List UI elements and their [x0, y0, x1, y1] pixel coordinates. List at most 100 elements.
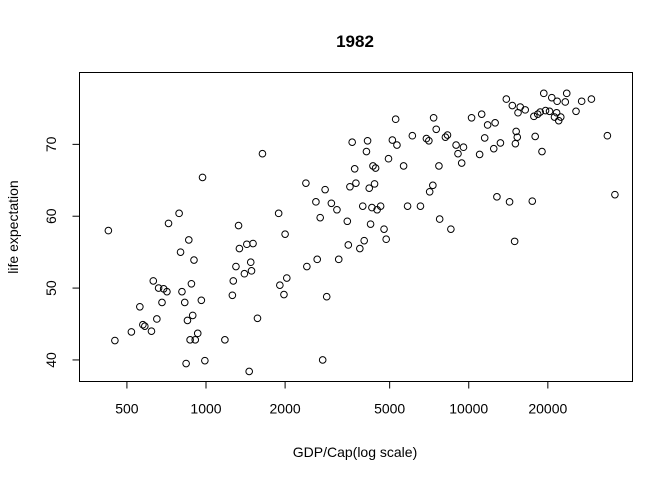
data-point: [493, 193, 501, 201]
y-tick-label: 70: [43, 136, 59, 152]
data-point: [188, 311, 197, 320]
data-point: [276, 281, 284, 290]
data-point: [247, 267, 256, 275]
data-point: [201, 356, 209, 365]
data-point: [447, 225, 455, 233]
data-point: [280, 290, 288, 299]
data-point: [393, 141, 401, 149]
y-axis: 40 50 60 70: [43, 136, 80, 368]
data-point: [362, 147, 371, 156]
data-point: [435, 162, 443, 170]
data-point: [158, 298, 166, 307]
data-point: [246, 258, 255, 267]
data-point: [312, 198, 320, 206]
data-point: [561, 98, 570, 106]
data-point: [178, 287, 186, 296]
data-point: [545, 107, 554, 116]
data-point: [516, 103, 525, 111]
data-point: [318, 356, 327, 364]
data-point: [505, 198, 514, 206]
data-point: [502, 95, 511, 103]
data-point: [183, 316, 192, 325]
data-point: [429, 181, 437, 190]
data-point: [521, 106, 529, 114]
data-point: [149, 277, 158, 285]
data-point: [382, 235, 390, 244]
x-axis-label: GDP/Cap(log scale): [293, 444, 418, 460]
data-point: [356, 244, 364, 253]
data-point: [443, 131, 452, 139]
data-point: [316, 213, 324, 222]
data-point: [249, 239, 257, 248]
data-point: [432, 125, 441, 134]
data-point: [136, 302, 144, 311]
y-tick-label: 50: [43, 280, 59, 296]
data-point: [491, 119, 499, 127]
data-point: [104, 226, 113, 235]
x-tick-label: 10000: [449, 401, 488, 417]
data-point: [384, 154, 393, 163]
data-point: [508, 101, 517, 110]
data-point: [489, 144, 498, 153]
data-point: [350, 164, 359, 173]
data-points: [104, 89, 619, 376]
data-point: [572, 107, 580, 116]
data-point: [358, 202, 367, 210]
data-point: [321, 185, 329, 194]
data-point: [477, 110, 486, 118]
data-point: [475, 150, 484, 159]
data-point: [191, 336, 200, 344]
data-point: [603, 131, 612, 140]
data-point: [547, 93, 556, 102]
data-point: [536, 108, 544, 116]
data-point: [587, 95, 596, 103]
y-tick-label: 60: [43, 208, 59, 224]
data-point: [282, 274, 291, 282]
data-point: [180, 298, 189, 307]
data-point: [422, 134, 431, 143]
data-point: [528, 197, 537, 205]
data-point: [403, 202, 412, 210]
data-point: [512, 127, 520, 136]
y-tick-label: 40: [43, 352, 59, 368]
data-point: [303, 262, 311, 271]
data-point: [429, 113, 438, 122]
data-point: [333, 205, 341, 214]
data-point: [141, 322, 149, 330]
data-point: [531, 132, 539, 141]
data-point: [327, 199, 336, 208]
data-point: [234, 221, 243, 230]
data-point: [511, 139, 520, 148]
data-point: [553, 97, 561, 106]
data-point: [153, 315, 161, 323]
data-point: [343, 217, 352, 226]
data-point: [302, 179, 310, 187]
x-tick-label: 1000: [190, 401, 221, 417]
data-point: [111, 336, 119, 345]
data-point: [452, 141, 460, 149]
data-point: [193, 329, 202, 338]
data-point: [240, 269, 249, 278]
data-point: [235, 244, 244, 253]
data-point: [184, 236, 193, 244]
data-point: [425, 187, 434, 196]
data-point: [360, 236, 368, 245]
data-point: [467, 113, 476, 122]
x-tick-label: 5000: [374, 401, 405, 417]
data-point: [577, 97, 586, 106]
data-point: [243, 240, 251, 249]
data-point: [556, 113, 565, 121]
data-point: [368, 203, 376, 212]
data-point: [228, 291, 237, 300]
data-point: [454, 149, 462, 158]
data-point: [176, 248, 185, 256]
data-point: [258, 149, 267, 158]
data-point: [538, 147, 546, 156]
data-point: [344, 241, 353, 249]
data-point: [552, 108, 561, 117]
data-point: [459, 143, 468, 152]
data-point: [182, 359, 190, 368]
plot-frame: [79, 72, 633, 382]
data-point: [365, 184, 374, 192]
